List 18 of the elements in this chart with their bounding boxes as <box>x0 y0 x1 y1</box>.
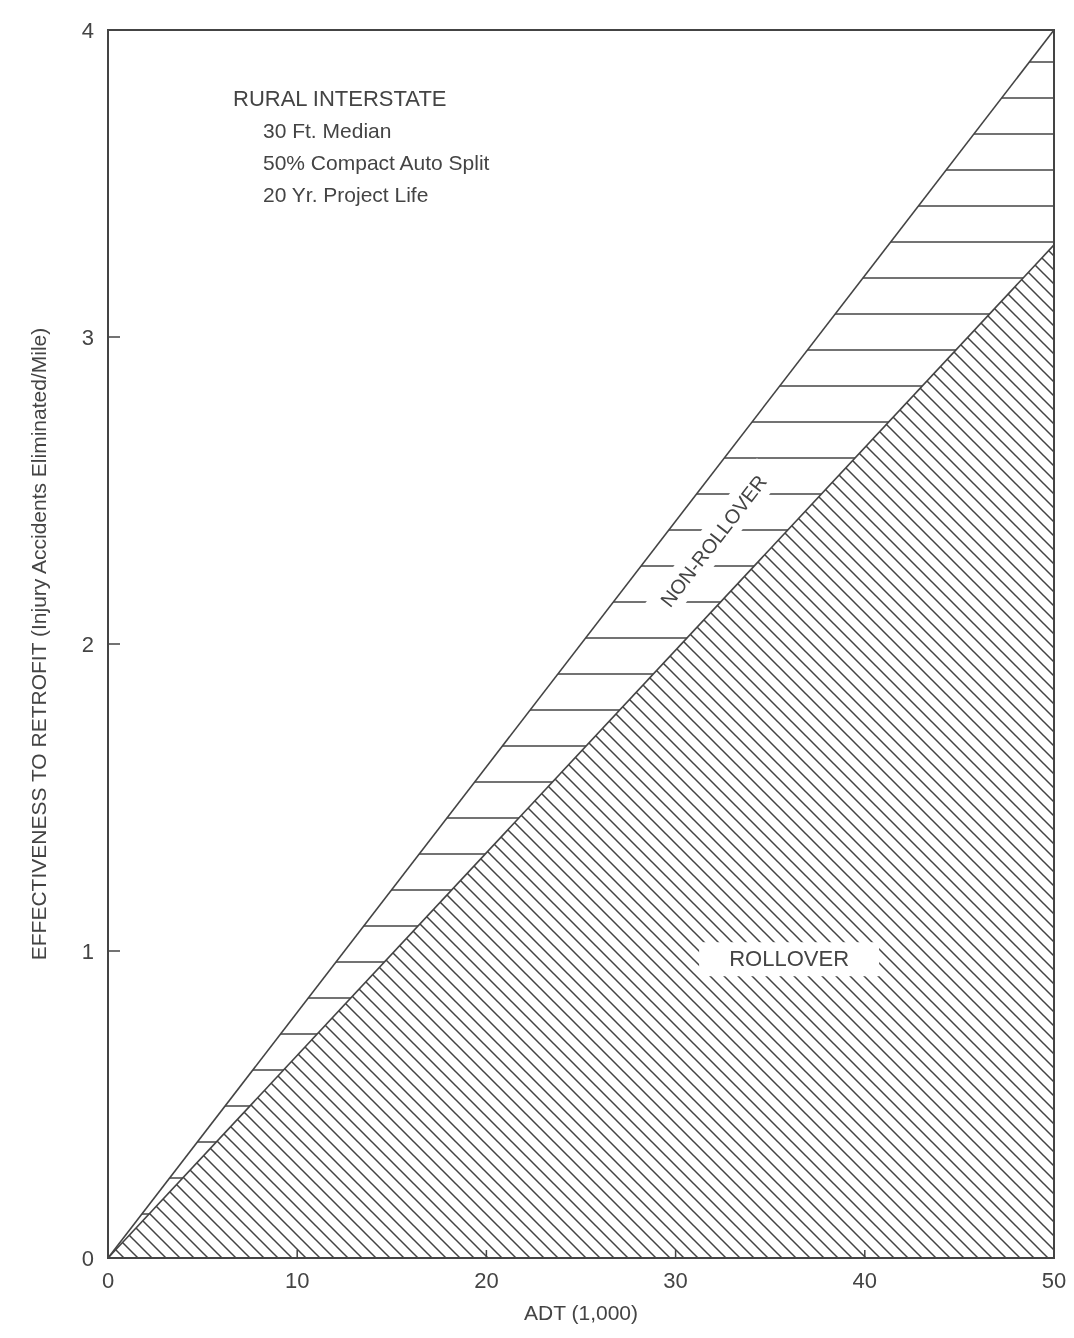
annotation: 50% Compact Auto Split <box>263 151 490 174</box>
annotation: 20 Yr. Project Life <box>263 183 429 206</box>
y-tick-label: 3 <box>81 324 94 350</box>
x-tick-label: 0 <box>101 1268 115 1293</box>
x-axis-title: ADT (1,000) <box>524 1301 638 1324</box>
y-tick-label: 4 <box>81 17 94 43</box>
annotation: 30 Ft. Median <box>263 119 392 142</box>
y-tick-label: 2 <box>81 631 94 657</box>
y-tick-label: 0 <box>81 1245 94 1271</box>
y-axis-title: EFFECTIVENESS TO RETROFIT (Injury Accidents Eliminated/Mile) <box>27 327 50 961</box>
x-tick-label: 10 <box>284 1268 310 1293</box>
x-tick-label: 40 <box>852 1268 878 1293</box>
series-label: ROLLOVER <box>729 946 850 972</box>
x-tick-label: 30 <box>663 1268 688 1293</box>
y-tick-label: 1 <box>81 938 94 964</box>
x-tick-label: 20 <box>474 1268 499 1293</box>
text: RURAL INTERSTATE <box>233 86 447 111</box>
x-tick-label: 50 <box>1041 1268 1067 1293</box>
